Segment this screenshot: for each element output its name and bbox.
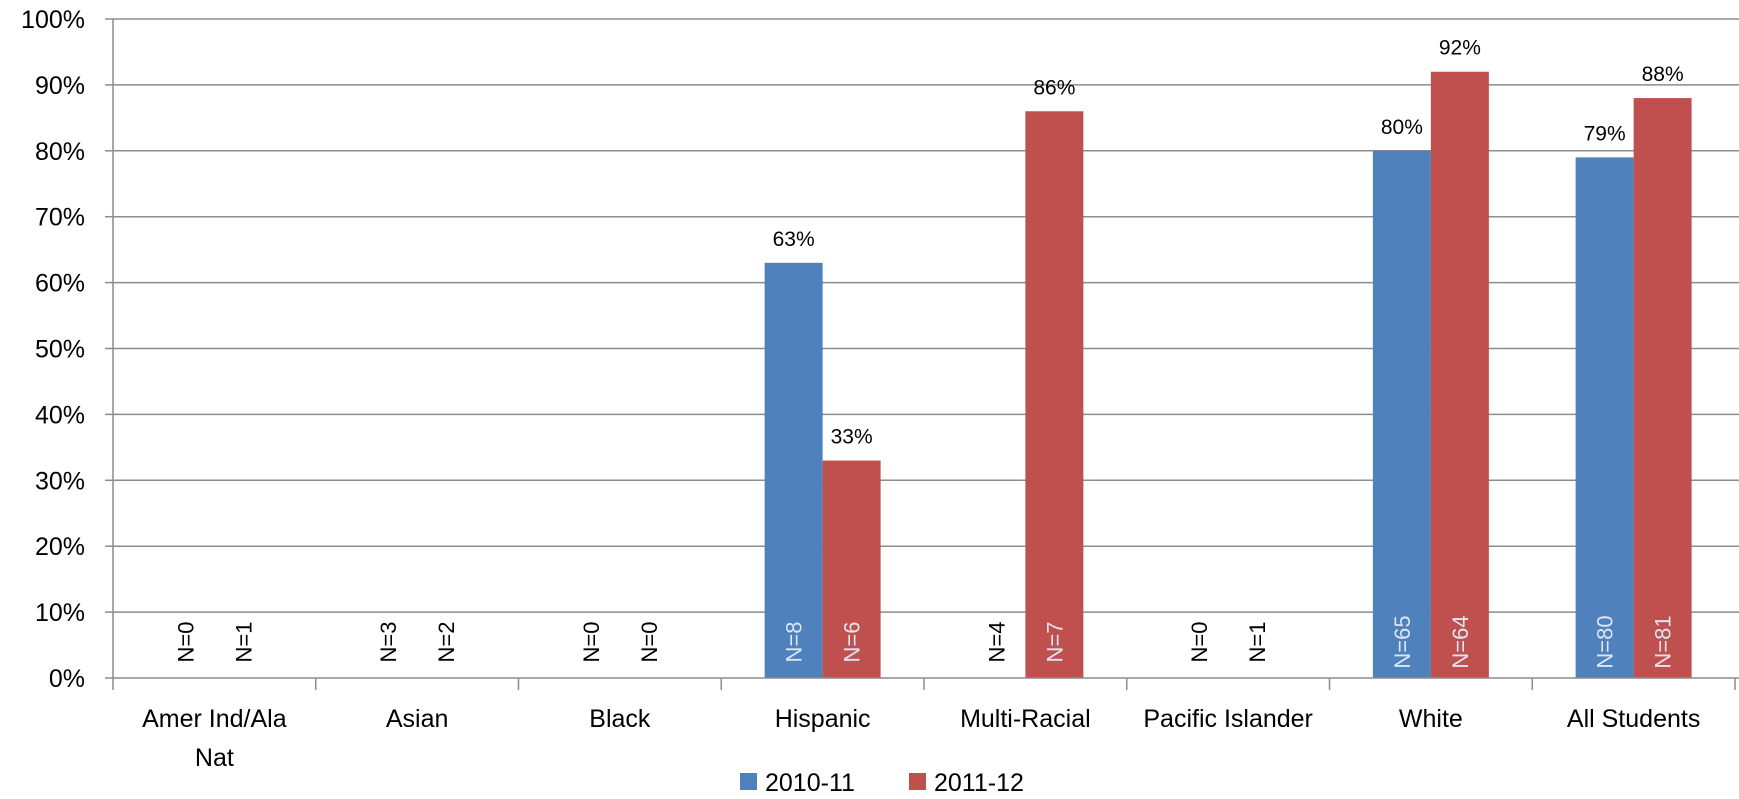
x-category-label: Pacific Islander	[1143, 705, 1313, 733]
data-label: 33%	[831, 426, 873, 449]
y-tick-label: 0%	[49, 665, 85, 693]
data-label: 79%	[1584, 122, 1626, 145]
x-category-label: Amer Ind/Ala	[142, 705, 287, 733]
n-count-label: N=8	[782, 622, 807, 663]
data-label: 86%	[1033, 76, 1075, 99]
data-label: 92%	[1439, 37, 1481, 60]
n-count-label: N=1	[1245, 622, 1270, 663]
x-category-label: Nat	[195, 744, 234, 772]
y-tick-label: 40%	[35, 401, 85, 429]
n-count-label: N=64	[1448, 615, 1473, 668]
y-tick-label: 30%	[35, 467, 85, 495]
bar-2010-11	[1575, 157, 1634, 678]
data-label: 88%	[1642, 63, 1684, 86]
x-category-label: Asian	[386, 705, 449, 733]
x-category-label: All Students	[1567, 705, 1700, 733]
n-count-label: N=80	[1593, 615, 1618, 668]
bar-2010-11	[764, 262, 823, 678]
axes	[105, 18, 1739, 690]
n-count-label: N=0	[1187, 622, 1212, 663]
n-count-label: N=2	[434, 622, 459, 663]
bar-2011-12	[1430, 71, 1489, 679]
n-count-label: N=3	[376, 622, 401, 663]
legend-label: 2010-11	[765, 769, 855, 797]
x-category-label: White	[1399, 705, 1463, 733]
n-count-label: N=0	[637, 622, 662, 663]
n-count-label: N=7	[1042, 622, 1067, 663]
data-label: 63%	[773, 228, 815, 251]
y-tick-label: 80%	[35, 138, 85, 166]
legend-label: 2011-12	[934, 769, 1024, 797]
legend: 2010-11 2011-12	[740, 769, 1024, 797]
bars	[764, 71, 1692, 679]
labels: 0% 10% 20% 30% 40% 50% 60% 70% 80% 90% 100% Amer In…	[21, 6, 1700, 772]
n-count-label: N=4	[984, 622, 1009, 663]
gridlines	[113, 18, 1739, 613]
y-tick-label: 20%	[35, 533, 85, 561]
y-tick-label: 10%	[35, 599, 85, 627]
y-tick-label: 90%	[35, 72, 85, 100]
n-count-label: N=65	[1390, 615, 1415, 668]
legend-swatch	[909, 773, 926, 790]
n-count-label: N=1	[231, 622, 256, 663]
x-category-label: Black	[589, 705, 651, 733]
bar-2010-11	[1372, 150, 1431, 679]
x-category-label: Multi-Racial	[960, 705, 1091, 733]
x-category-label: Hispanic	[775, 705, 871, 733]
bar-2011-12	[822, 460, 881, 678]
n-count-label: N=6	[840, 622, 865, 663]
legend-swatch	[740, 773, 757, 790]
y-tick-label: 50%	[35, 336, 85, 364]
n-count-label: N=0	[579, 622, 604, 663]
n-count-label: N=0	[173, 622, 198, 663]
bar-2011-12	[1633, 98, 1692, 678]
y-tick-label: 100%	[21, 6, 85, 34]
y-tick-label: 60%	[35, 270, 85, 298]
data-label: 80%	[1381, 116, 1423, 139]
y-tick-label: 70%	[35, 204, 85, 232]
n-count-label: N=81	[1651, 615, 1676, 668]
bar-2011-12	[1025, 111, 1084, 678]
